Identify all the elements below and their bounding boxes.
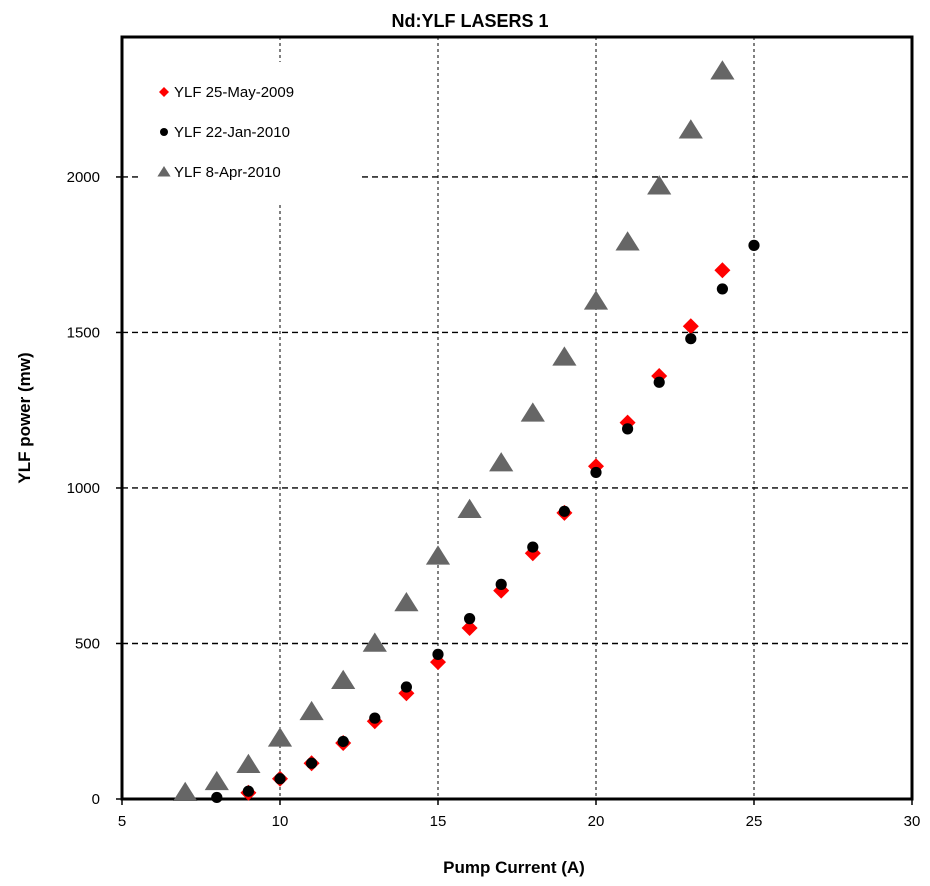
data-point-circle (622, 423, 634, 435)
legend: YLF 25-May-2009 YLF 22-Jan-2010 YLF 8-Apr-… (157, 84, 294, 181)
data-point-circle (716, 283, 729, 295)
y-axis-ticks: 0 500 1000 1500 2000 (67, 169, 122, 808)
legend-marker-circle (160, 128, 168, 136)
legend-box (142, 62, 362, 202)
data-point-triangle (457, 498, 482, 519)
data-point-triangle (236, 753, 261, 774)
data-point-triangle (394, 592, 419, 612)
data-points (173, 60, 760, 804)
y-tick-label: 500 (75, 635, 100, 652)
y-tick-label: 0 (92, 791, 100, 808)
data-point-triangle (331, 669, 356, 690)
x-tick-label: 25 (746, 813, 763, 830)
data-point-circle (211, 791, 223, 804)
data-point-triangle (710, 60, 735, 80)
legend-label: YLF 25-May-2009 (174, 84, 294, 101)
data-point-triangle (489, 452, 514, 472)
y-axis-title: YLF power (mw) (15, 352, 34, 483)
data-point-circle (653, 376, 665, 388)
data-point-triangle (362, 632, 387, 652)
data-point-triangle (520, 402, 545, 422)
plot-frame (120, 35, 914, 801)
data-point-circle (369, 712, 381, 724)
data-point-triangle (204, 770, 229, 791)
x-axis-ticks: 5 10 15 20 25 30 (118, 799, 921, 830)
legend-marker-triangle (157, 166, 171, 177)
x-tick-label: 20 (588, 813, 605, 830)
legend-marker-diamond (159, 87, 169, 97)
x-tick-label: 10 (272, 813, 289, 830)
data-point-diamond (461, 619, 478, 636)
data-point-circle (748, 239, 760, 251)
x-axis-title: Pump Current (A) (443, 858, 585, 877)
data-point-triangle (267, 727, 293, 747)
data-point-triangle (615, 231, 640, 251)
data-point-circle (432, 648, 444, 660)
legend-label: YLF 22-Jan-2010 (174, 124, 290, 141)
data-point-triangle (425, 545, 451, 565)
data-point-triangle (678, 119, 703, 139)
data-point-triangle (552, 346, 577, 366)
data-point-circle (685, 333, 697, 345)
x-tick-label: 5 (118, 813, 126, 830)
data-point-circle (306, 757, 318, 769)
data-point-triangle (583, 290, 609, 310)
data-point-circle (527, 541, 539, 553)
horizontal-grid-lines (122, 176, 912, 645)
data-point-circle (337, 735, 349, 748)
data-point-circle (242, 785, 254, 797)
chart-title: Nd:YLF LASERS 1 (391, 11, 548, 31)
data-point-triangle (173, 781, 198, 802)
data-point-diamond (682, 318, 699, 335)
data-point-circle (400, 681, 412, 693)
data-point-circle (558, 505, 571, 517)
data-point-circle (590, 466, 602, 479)
x-tick-label: 15 (430, 813, 447, 830)
data-point-triangle (647, 175, 672, 195)
legend-label: YLF 8-Apr-2010 (174, 164, 281, 181)
y-tick-label: 1000 (67, 480, 100, 497)
data-point-circle (464, 613, 476, 625)
y-tick-label: 1500 (67, 324, 100, 341)
y-tick-label: 2000 (67, 169, 100, 186)
data-point-diamond (714, 262, 731, 279)
data-point-triangle (299, 700, 324, 721)
data-point-circle (274, 773, 286, 785)
data-point-circle (495, 578, 507, 590)
x-tick-label: 30 (904, 813, 921, 830)
